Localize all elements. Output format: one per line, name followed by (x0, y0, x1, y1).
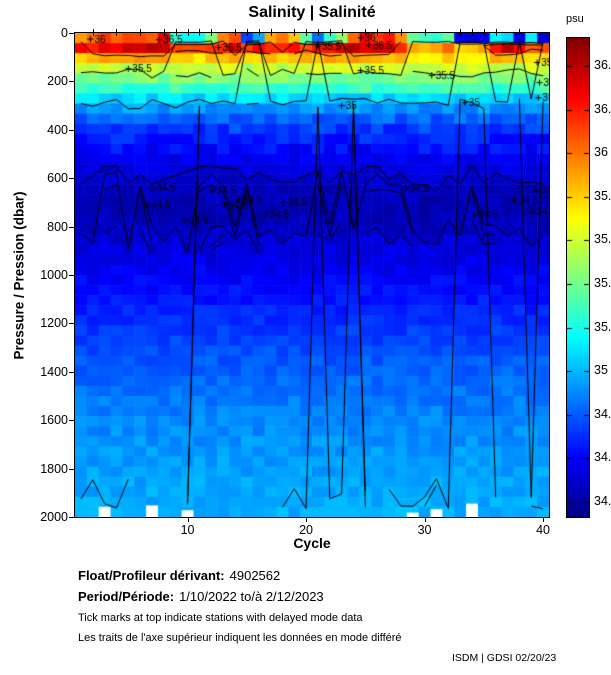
colorbar-tick-label: 35.6 (594, 231, 611, 246)
delayed-mode-tick (422, 29, 428, 36)
delayed-mode-tick (458, 29, 464, 36)
delayed-mode-tick (232, 29, 238, 36)
colorbar-tick-label: 36.4 (594, 57, 611, 72)
x-axis-label: Cycle (293, 535, 331, 551)
delayed-mode-tick (209, 29, 215, 36)
delayed-mode-tick (197, 29, 203, 36)
y-tick-label: 400 (47, 122, 68, 137)
y-axis-tick (69, 468, 74, 470)
y-tick-label: 2000 (40, 510, 68, 524)
delayed-mode-tick (138, 29, 144, 36)
delayed-mode-tick (304, 29, 310, 36)
delayed-mode-tick (469, 29, 475, 36)
float-id-line: Float/Profileur dérivant: 4902562 (78, 568, 280, 583)
page-title: Salinity | Salinité (248, 4, 376, 21)
y-axis-tick (69, 275, 74, 276)
colorbar-tick-label: 35.2 (594, 319, 611, 334)
colorbar-tick-label: 34.6 (594, 449, 611, 464)
y-tick-label: 1000 (40, 268, 68, 282)
y-axis-tick (69, 420, 74, 422)
x-tick-label: 20 (299, 523, 314, 537)
delayed-mode-tick (173, 29, 179, 36)
delayed-mode-tick (244, 29, 250, 36)
x-tick-label: 40 (536, 523, 551, 537)
y-axis-tick (69, 81, 74, 83)
delayed-mode-tick (292, 29, 298, 36)
y-axis-tick (69, 323, 74, 325)
delayed-mode-tick (398, 29, 404, 36)
delayed-mode-tick (339, 29, 345, 36)
colorbar-tick-label: 36 (594, 144, 608, 159)
colorbar-tick-label: 35.4 (594, 275, 611, 290)
colorbar (566, 37, 590, 518)
period-line: Period/Période: 1/10/2022 to/à 2/12/2023 (78, 589, 324, 604)
delayed-mode-tick (185, 29, 191, 36)
y-axis-tick (69, 33, 74, 34)
period-label: Period/Période: (78, 589, 175, 604)
float-id-label: Float/Profileur dérivant: (78, 568, 225, 583)
period-value: 1/10/2022 to/à 2/12/2023 (179, 589, 324, 604)
note-french: Les traits de l'axe supérieur indiquent … (78, 632, 402, 644)
delayed-mode-tick (375, 29, 381, 36)
y-axis-tick (69, 178, 74, 180)
y-axis-tick (69, 129, 74, 131)
x-tick-label: 30 (417, 523, 432, 537)
x-tick-label: 10 (180, 523, 195, 537)
x-axis-tick (187, 517, 189, 522)
delayed-mode-tick (517, 29, 523, 36)
delayed-mode-tick (268, 29, 274, 36)
y-axis-tick (69, 517, 74, 518)
delayed-mode-tick (90, 29, 96, 36)
float-id-value: 4902562 (229, 568, 281, 583)
y-tick-label: 600 (47, 171, 68, 186)
delayed-mode-tick (256, 29, 262, 36)
colorbar-tick-label: 35 (594, 362, 608, 377)
colorbar-tick-label: 34.8 (594, 406, 611, 421)
colorbar-gradient-canvas (567, 38, 589, 517)
delayed-mode-tick (327, 29, 333, 36)
y-axis-label: Pressure / Pression (dbar) (11, 191, 27, 360)
x-axis-tick (306, 517, 308, 522)
delayed-mode-tick (363, 29, 369, 36)
colorbar-tick-label: 35.8 (594, 188, 611, 203)
delayed-mode-tick (387, 29, 393, 36)
y-axis-tick (69, 226, 74, 228)
delayed-mode-tick (315, 29, 321, 36)
colorbar-unit-label: psu (566, 13, 584, 25)
y-tick-label: 1400 (40, 364, 68, 379)
note-english: Tick marks at top indicate stations with… (78, 612, 363, 624)
colorbar-tick-label: 34.4 (594, 493, 611, 508)
delayed-mode-tick (493, 29, 499, 36)
x-axis-tick (424, 517, 426, 522)
salinity-heatmap-canvas (75, 33, 549, 517)
plot-area (74, 29, 550, 518)
colorbar-tick-label: 36.2 (594, 101, 611, 116)
y-axis-tick (69, 371, 74, 373)
credit-stamp: ISDM | GDSI 02/20/23 (452, 652, 557, 664)
x-axis-tick (543, 517, 545, 522)
y-tick-label: 1600 (40, 413, 68, 428)
y-tick-label: 0 (61, 26, 68, 40)
y-tick-label: 1800 (40, 461, 68, 476)
y-tick-label: 1200 (40, 316, 68, 331)
y-tick-label: 800 (47, 219, 68, 234)
y-tick-label: 200 (47, 74, 68, 89)
delayed-mode-tick (114, 29, 120, 36)
delayed-mode-tick (481, 29, 487, 36)
delayed-mode-tick (161, 29, 167, 36)
